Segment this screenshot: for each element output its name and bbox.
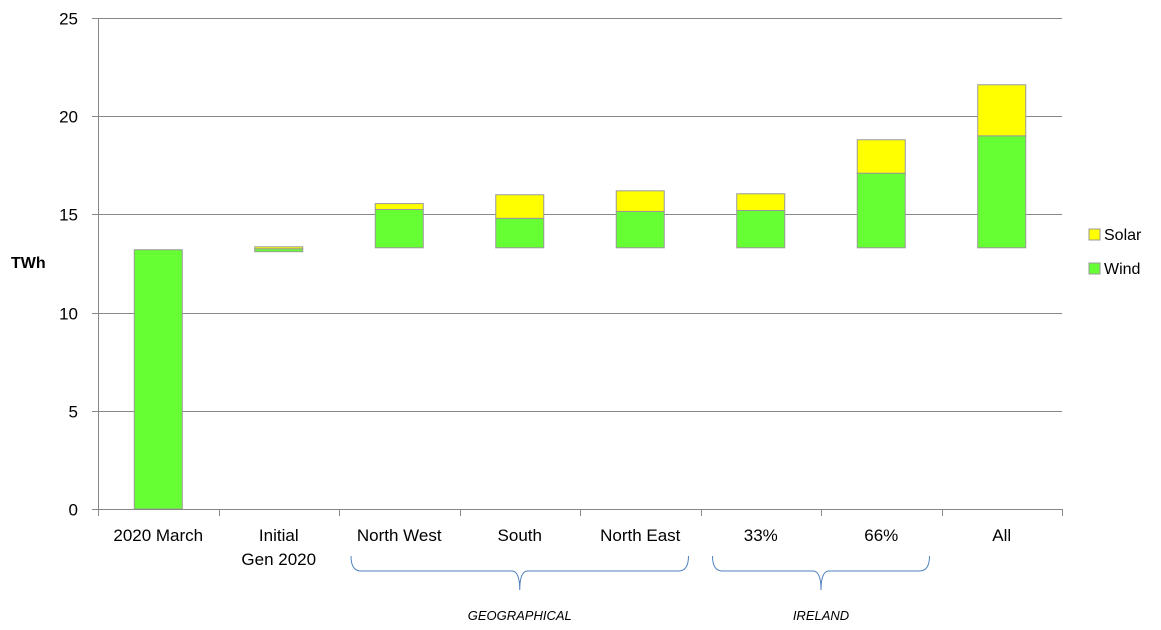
x-tick-label: Initial Gen 2020 [241,526,316,569]
axes [92,18,1063,516]
bar-wind-all [977,135,1027,249]
legend-swatch-solar [1088,228,1101,241]
y-tick-label: 25 [59,10,78,29]
bar-wind-33 [736,209,786,249]
bar-solar-south [495,194,545,219]
group-label-geographical: GEOGRAPHICAL [468,608,572,623]
bars [133,84,1027,510]
category-group-brackets: GEOGRAPHICAL IRELAND [350,555,930,623]
bar-solar-north-west [374,203,424,210]
y-tick-label: 0 [69,501,78,520]
bar-wind-south [495,217,545,249]
bar-solar-33 [736,193,786,211]
bar-solar-initial-gen-2020 [254,246,304,250]
x-tick-label: 66% [864,526,898,545]
x-tick-labels: 2020 March Initial Gen 2020 North West South… [113,526,1011,569]
bar-wind-north-west [374,208,424,249]
bracket-geographical [350,555,689,591]
legend-swatch-wind [1088,262,1101,275]
legend-label-wind: Wind [1104,261,1140,278]
y-tick-label: 5 [69,403,78,422]
x-tick-label: North East [600,526,681,545]
x-tick-label: 2020 March [113,526,203,545]
gridlines [98,18,1062,412]
y-axis-label: TWh [11,255,46,272]
group-label-ireland: IRELAND [793,608,849,623]
y-tick-label: 20 [59,108,78,127]
x-tick-label: South [498,526,542,545]
x-tick-label: All [992,526,1011,545]
bar-wind-north-east [615,210,665,249]
x-tick-label: 33% [744,526,778,545]
bar-solar-north-east [615,190,665,212]
legend-label-solar: Solar [1104,227,1142,244]
x-tick-label: North West [357,526,442,545]
bar-wind-66 [856,172,906,249]
y-tick-label: 15 [59,206,78,225]
y-tick-labels: 0 5 10 15 20 25 [59,10,78,520]
bracket-ireland [712,555,930,591]
bar-solar-all [977,84,1027,137]
bar-wind-2020-march [133,249,183,510]
y-tick-label: 10 [59,305,78,324]
legend: Solar Wind [1088,227,1142,278]
bar-solar-66 [856,139,906,174]
